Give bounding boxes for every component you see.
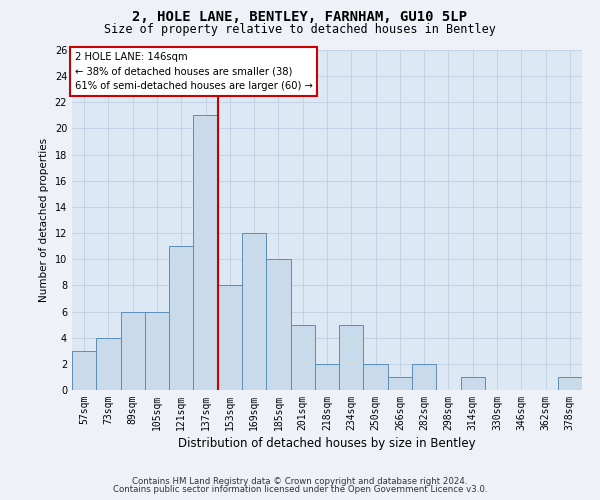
Bar	[121, 312, 145, 390]
Bar	[266, 259, 290, 390]
Bar	[388, 377, 412, 390]
Bar	[412, 364, 436, 390]
Text: Contains HM Land Registry data © Crown copyright and database right 2024.: Contains HM Land Registry data © Crown c…	[132, 477, 468, 486]
Bar	[218, 286, 242, 390]
Bar	[145, 312, 169, 390]
Bar	[72, 351, 96, 390]
Text: Contains public sector information licensed under the Open Government Licence v3: Contains public sector information licen…	[113, 485, 487, 494]
Bar	[364, 364, 388, 390]
Text: Size of property relative to detached houses in Bentley: Size of property relative to detached ho…	[104, 22, 496, 36]
Text: 2, HOLE LANE, BENTLEY, FARNHAM, GU10 5LP: 2, HOLE LANE, BENTLEY, FARNHAM, GU10 5LP	[133, 10, 467, 24]
Y-axis label: Number of detached properties: Number of detached properties	[39, 138, 49, 302]
Bar	[242, 233, 266, 390]
Bar	[96, 338, 121, 390]
Text: 2 HOLE LANE: 146sqm
← 38% of detached houses are smaller (38)
61% of semi-detach: 2 HOLE LANE: 146sqm ← 38% of detached ho…	[74, 52, 313, 92]
X-axis label: Distribution of detached houses by size in Bentley: Distribution of detached houses by size …	[178, 437, 476, 450]
Bar	[558, 377, 582, 390]
Bar	[193, 116, 218, 390]
Bar	[290, 324, 315, 390]
Bar	[315, 364, 339, 390]
Bar	[339, 324, 364, 390]
Bar	[169, 246, 193, 390]
Bar	[461, 377, 485, 390]
